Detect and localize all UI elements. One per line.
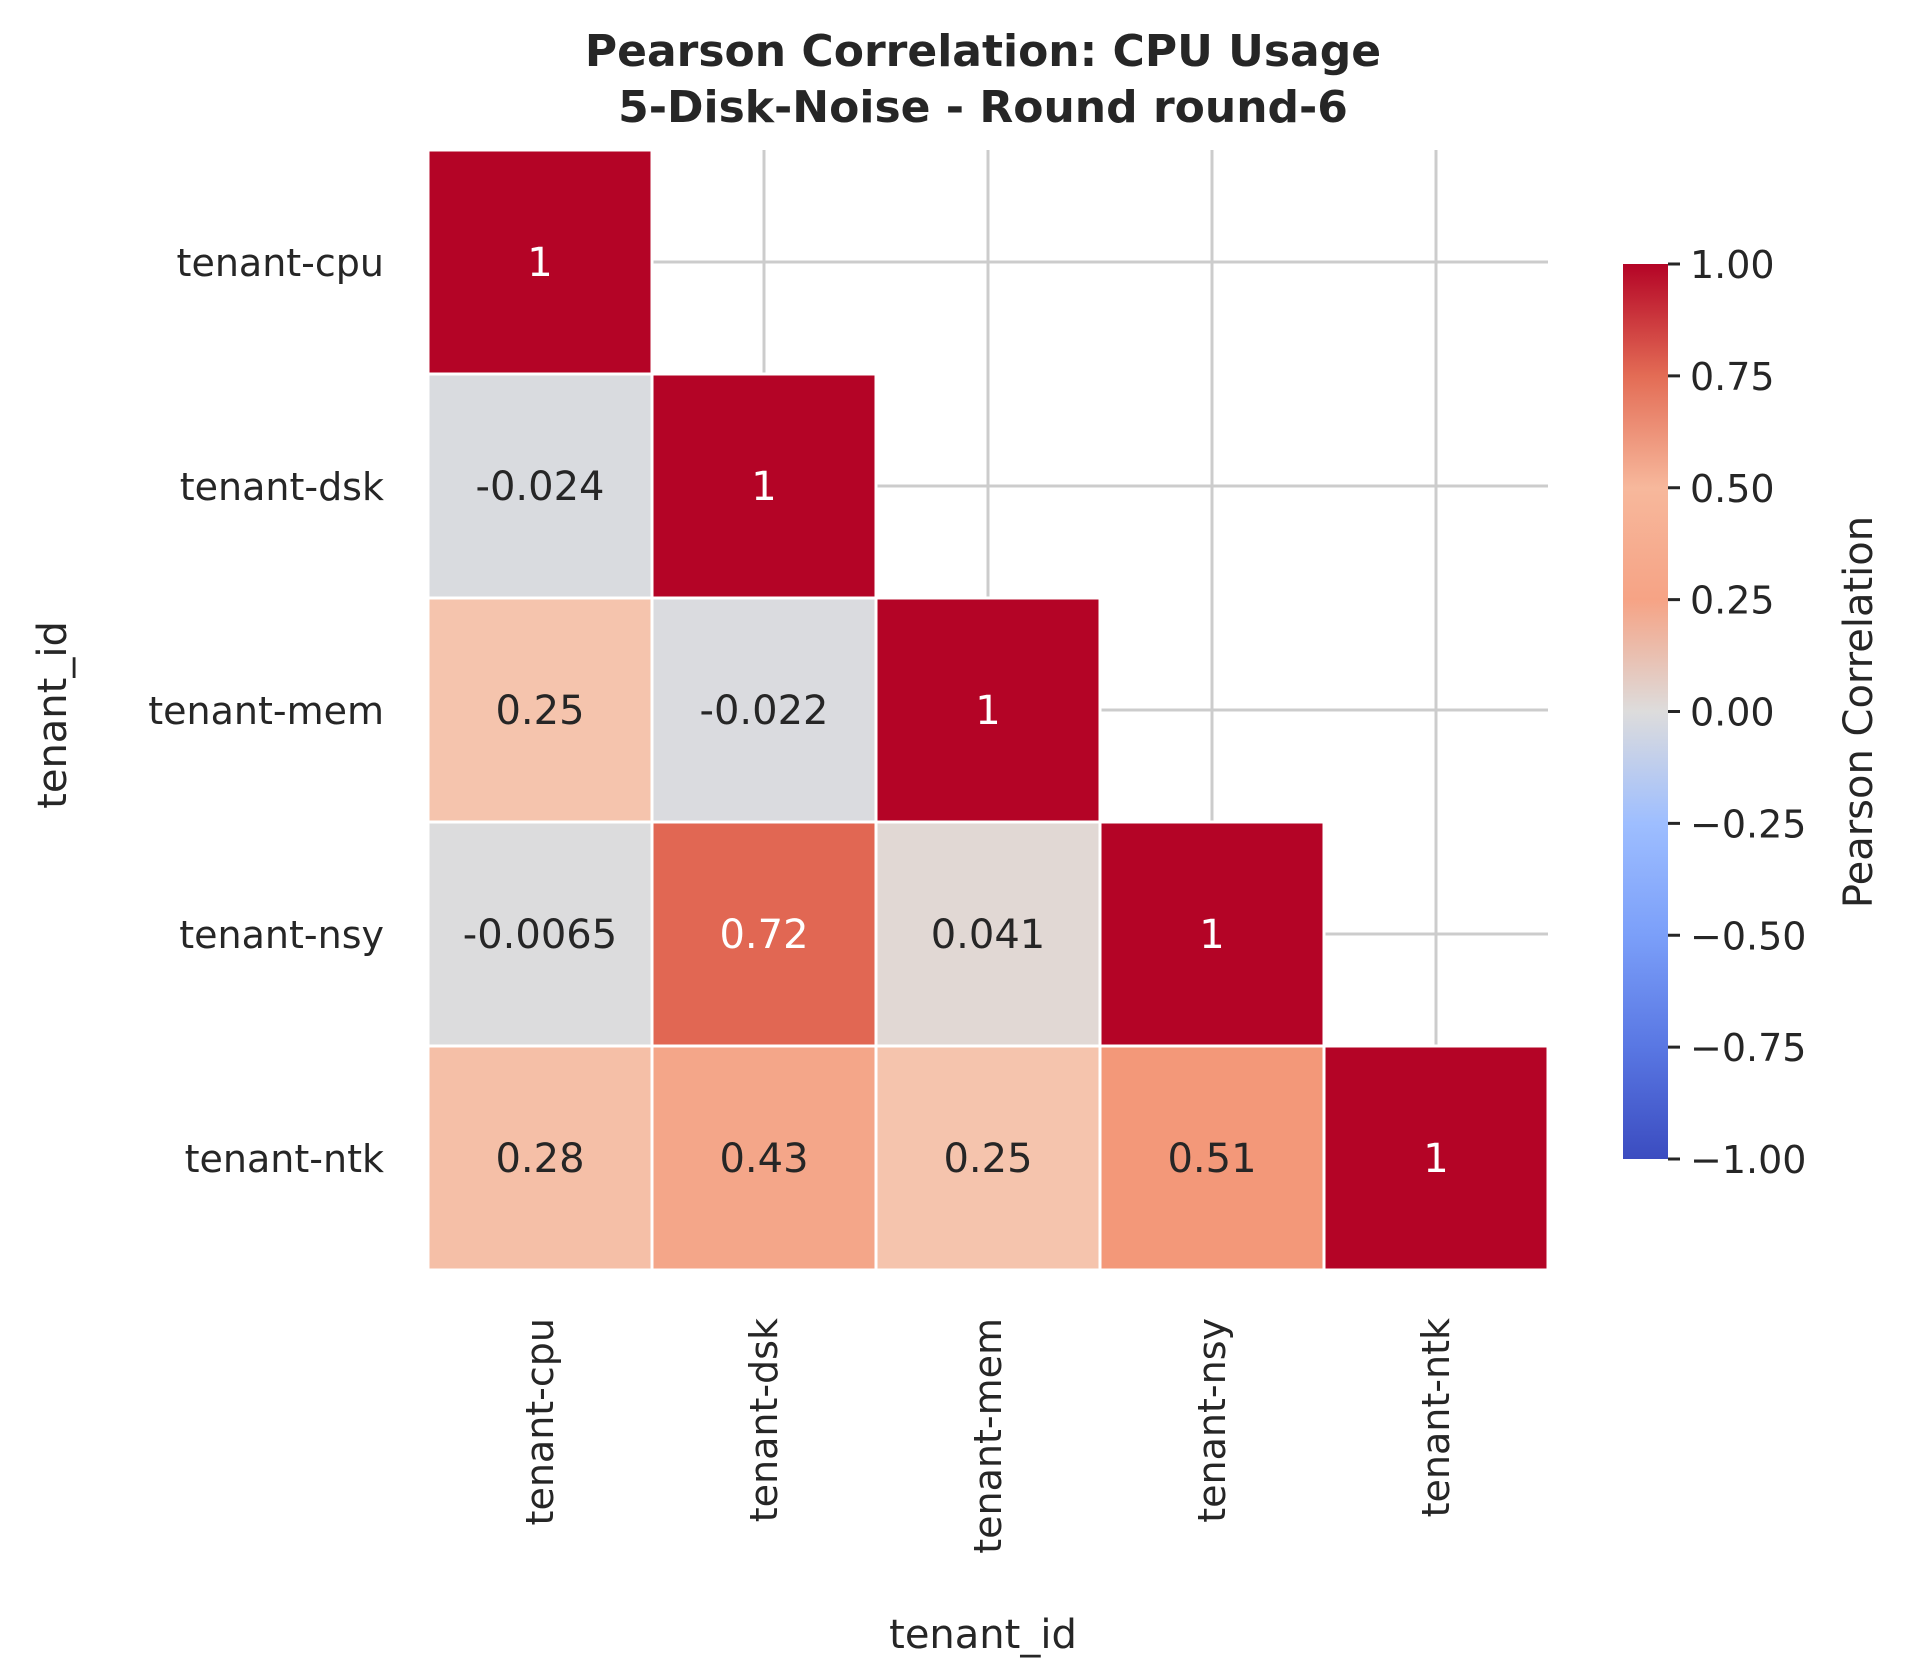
y-tick-labels: tenant-cpu tenant-dsk tenant-mem tenant-nsy… [148, 241, 384, 1181]
heatmap-cell-tenant-ntk-tenant-cpu [426, 1044, 654, 1272]
heatmap-cell-tenant-mem-tenant-mem [874, 596, 1102, 824]
heatmap-cell-tenant-ntk-tenant-ntk [1322, 1044, 1550, 1272]
cell-value-label: 0.041 [931, 912, 1046, 958]
heatmap-cell-tenant-nsy-tenant-dsk [650, 820, 878, 1048]
colorbar: 1.00 0.75 0.50 0.25 0.00 −0.25 −0.50 −0.75 −1.00… [1623, 243, 1882, 1182]
x-tick-labels: tenant-cpu tenant-dsk tenant-mem tenant-nsy… [518, 1318, 1458, 1554]
cell-value-label: 1 [1199, 912, 1224, 958]
colorbar-tick-label: 0.25 [1690, 579, 1775, 623]
heatmap-cell-tenant-nsy-tenant-mem [874, 820, 1102, 1048]
y-tick-label: tenant-cpu [177, 241, 384, 285]
x-tick-label: tenant-nsy [1190, 1318, 1234, 1523]
cell-value-label: 0.25 [943, 1136, 1032, 1182]
cell-value-label: 1 [975, 688, 1000, 734]
colorbar-tick-label: −1.00 [1690, 1138, 1806, 1182]
colorbar-tick-label: 0.75 [1690, 355, 1775, 399]
heatmap-cell-tenant-nsy-tenant-nsy [1098, 820, 1326, 1048]
colorbar-tick-label: −0.25 [1690, 802, 1806, 846]
colorbar-tick-label: 0.50 [1690, 467, 1775, 511]
cell-value-label: 1 [1423, 1136, 1448, 1182]
heatmap-cells [426, 148, 1550, 1272]
heatmap-cell-tenant-ntk-tenant-nsy [1098, 1044, 1326, 1272]
cell-value-label: 0.28 [495, 1136, 584, 1182]
cell-value-label: -0.024 [476, 464, 605, 510]
heatmap-cell-tenant-mem-tenant-dsk [650, 596, 878, 824]
x-tick-label: tenant-ntk [1414, 1318, 1458, 1517]
y-tick-label: tenant-nsy [179, 913, 384, 957]
x-tick-label: tenant-dsk [742, 1318, 786, 1522]
cell-value-label: -0.0065 [463, 912, 617, 958]
cell-value-label: 0.51 [1167, 1136, 1256, 1182]
heatmap-cell-tenant-ntk-tenant-mem [874, 1044, 1102, 1272]
cell-value-label: 1 [527, 240, 552, 286]
cell-value-labels: 1 -0.024 1 0.25 -0.022 1 -0.0065 0.72 0.041 1 0.28… [463, 240, 1449, 1182]
cell-value-label: 0.43 [719, 1136, 808, 1182]
cell-value-label: 0.72 [719, 912, 808, 958]
heatmap-cell-tenant-mem-tenant-cpu [426, 596, 654, 824]
x-axis-label: tenant_id [889, 1612, 1077, 1658]
cell-value-label: 1 [751, 464, 776, 510]
y-tick-label: tenant-dsk [180, 465, 384, 509]
colorbar-tick-label: −0.75 [1690, 1026, 1806, 1070]
colorbar-tick-label: −0.50 [1690, 914, 1806, 958]
heatmap-cell-tenant-nsy-tenant-cpu [426, 820, 654, 1048]
colorbar-label: Pearson Correlation [1836, 516, 1882, 908]
chart-title-line2: 5-Disk-Noise - Round round-6 [618, 82, 1348, 133]
y-axis-label: tenant_id [30, 621, 76, 809]
y-tick-label: tenant-mem [148, 689, 384, 733]
heatmap-cell-tenant-dsk-tenant-cpu [426, 372, 654, 600]
colorbar-gradient [1623, 264, 1668, 1159]
cell-value-label: 0.25 [495, 688, 584, 734]
chart-title-line1: Pearson Correlation: CPU Usage [585, 26, 1381, 77]
colorbar-ticks: 1.00 0.75 0.50 0.25 0.00 −0.25 −0.50 −0.75 −1.00 [1668, 243, 1806, 1182]
heatmap-cell-tenant-ntk-tenant-dsk [650, 1044, 878, 1272]
cell-value-label: -0.022 [700, 688, 829, 734]
heatmap-cell-tenant-cpu-tenant-cpu [426, 148, 654, 376]
x-tick-label: tenant-mem [966, 1318, 1010, 1554]
colorbar-tick-label: 1.00 [1690, 243, 1775, 287]
x-tick-label: tenant-cpu [518, 1318, 562, 1525]
y-tick-label: tenant-ntk [185, 1137, 384, 1181]
colorbar-tick-label: 0.00 [1690, 691, 1775, 735]
